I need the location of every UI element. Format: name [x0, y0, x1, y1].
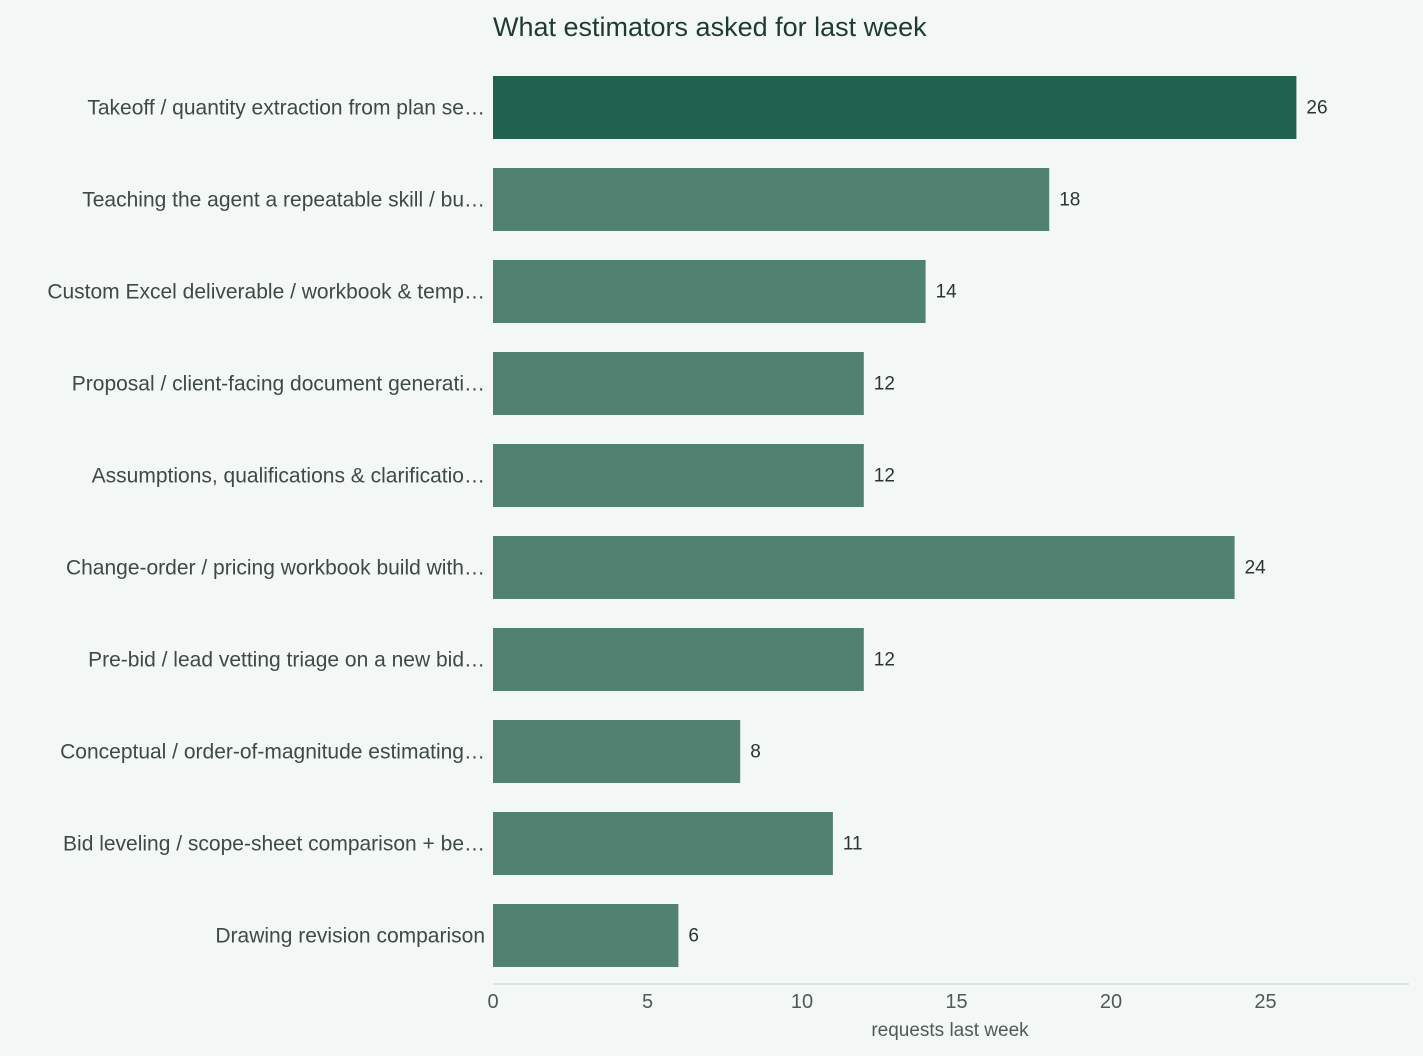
x-tick-label: 5: [642, 991, 653, 1013]
bar: [493, 260, 926, 323]
value-label: 11: [843, 834, 863, 855]
x-tick-label: 20: [1100, 991, 1122, 1013]
value-label: 24: [1245, 558, 1267, 579]
value-label: 18: [1059, 190, 1080, 211]
category-label: Teaching the agent a repeatable skill / …: [82, 189, 485, 212]
bar: [493, 352, 864, 415]
x-axis-title: requests last week: [871, 1020, 1029, 1041]
x-tick-label: 25: [1254, 991, 1276, 1013]
bar: [493, 904, 679, 967]
x-tick-label: 15: [945, 991, 967, 1013]
x-tick-label: 0: [487, 991, 498, 1013]
category-label: Takeoff / quantity extraction from plan …: [87, 97, 485, 120]
bar: [493, 720, 741, 783]
category-label: Change-order / pricing workbook build wi…: [66, 557, 485, 580]
category-label: Drawing revision comparison: [215, 925, 485, 948]
bar: [493, 168, 1050, 231]
category-label: Pre-bid / lead vetting triage on a new b…: [88, 649, 485, 672]
bar: [493, 76, 1297, 139]
value-label: 12: [874, 374, 895, 395]
value-label: 12: [874, 650, 895, 671]
value-label: 12: [874, 466, 895, 487]
category-label: Bid leveling / scope-sheet comparison + …: [63, 833, 485, 856]
bar: [493, 536, 1235, 599]
x-axis: 0 5 10 15 20 25: [487, 983, 1409, 1013]
category-label: Proposal / client-facing document genera…: [72, 373, 485, 396]
bar: [493, 444, 864, 507]
value-label: 14: [936, 282, 958, 303]
bar: [493, 628, 864, 691]
value-label: 6: [688, 926, 699, 947]
bars-layer: Takeoff / quantity extraction from plan …: [47, 76, 1328, 967]
category-label: Conceptual / order-of-magnitude estimati…: [60, 741, 485, 764]
chart-title: What estimators asked for last week: [493, 12, 927, 42]
value-label: 26: [1306, 98, 1327, 119]
bar: [493, 812, 833, 875]
x-tick-label: 10: [791, 991, 813, 1013]
category-label: Custom Excel deliverable / workbook & te…: [47, 281, 485, 304]
value-label: 8: [750, 742, 761, 763]
category-label: Assumptions, qualifications & clarificat…: [92, 465, 485, 488]
